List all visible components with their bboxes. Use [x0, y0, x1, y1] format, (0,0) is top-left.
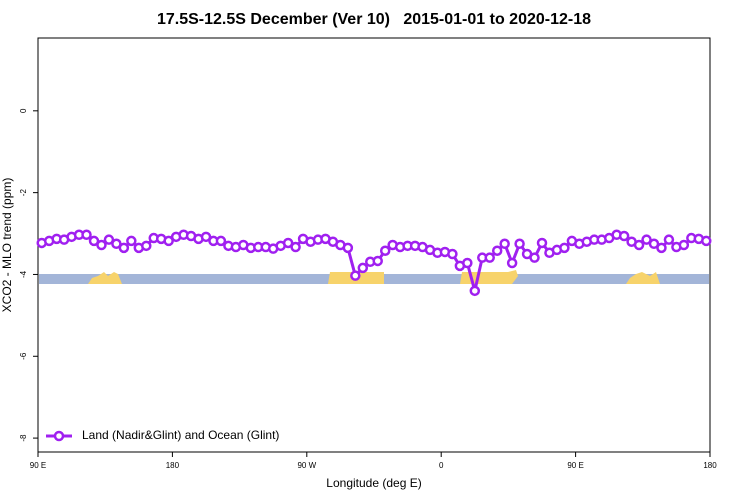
- data-point: [484, 252, 495, 263]
- y-tick-label: 0: [19, 108, 28, 113]
- data-point: [96, 239, 107, 251]
- data-point: [141, 240, 152, 252]
- data-point: [648, 238, 660, 250]
- chart-title: 17.5S-12.5S December (Ver 10) 2015-01-01…: [157, 11, 591, 28]
- x-tick-label: 90 W: [297, 461, 316, 470]
- data-point: [447, 248, 458, 260]
- data-point: [126, 235, 137, 247]
- data-point: [350, 270, 361, 281]
- data-point: [559, 242, 570, 254]
- data-point: [462, 257, 473, 269]
- data-point: [342, 242, 354, 254]
- y-tick-label: -8: [19, 434, 28, 442]
- land-patch: [460, 270, 518, 284]
- y-tick-label: -6: [19, 352, 28, 360]
- data-point: [499, 238, 510, 250]
- data-point: [701, 235, 712, 247]
- data-point: [118, 242, 130, 254]
- x-tick-label: 180: [703, 461, 717, 470]
- land-patch: [88, 272, 122, 284]
- data-point: [514, 238, 525, 250]
- data-point: [357, 262, 369, 274]
- data-point: [200, 231, 212, 243]
- legend-swatch-marker: [53, 430, 65, 442]
- y-tick-label: -4: [19, 270, 28, 278]
- data-point: [111, 238, 122, 250]
- x-tick-label: 0: [439, 461, 444, 470]
- data-point: [282, 237, 294, 249]
- surface-strip: [39, 270, 709, 284]
- x-axis-label: Longitude (deg E): [326, 476, 421, 490]
- data-point: [81, 229, 92, 241]
- data-point: [506, 257, 518, 269]
- x-tick-label: 90 E: [30, 461, 46, 470]
- data-point: [633, 239, 645, 251]
- data-point: [379, 245, 391, 256]
- y-axis-label: XCO2 - MLO trend (ppm): [0, 178, 14, 313]
- data-point: [536, 237, 548, 249]
- data-point: [163, 235, 174, 247]
- data-point: [656, 242, 667, 254]
- x-tick-label: 180: [166, 461, 180, 470]
- data-point: [618, 230, 630, 242]
- data-point: [88, 235, 100, 247]
- data-point: [529, 252, 540, 263]
- legend-label: Land (Nadir&Glint) and Ocean (Glint): [82, 428, 279, 442]
- y-tick-label: -2: [19, 189, 28, 197]
- data-point: [663, 234, 675, 245]
- data-point: [469, 285, 481, 297]
- data-point: [215, 235, 227, 247]
- data-point: [641, 234, 652, 245]
- x-tick-label: 90 E: [567, 461, 583, 470]
- data-point: [372, 255, 383, 267]
- data-point: [678, 239, 690, 251]
- data-point: [290, 241, 301, 253]
- data-point: [103, 234, 115, 245]
- data-point: [491, 245, 503, 256]
- land-patch: [626, 272, 660, 284]
